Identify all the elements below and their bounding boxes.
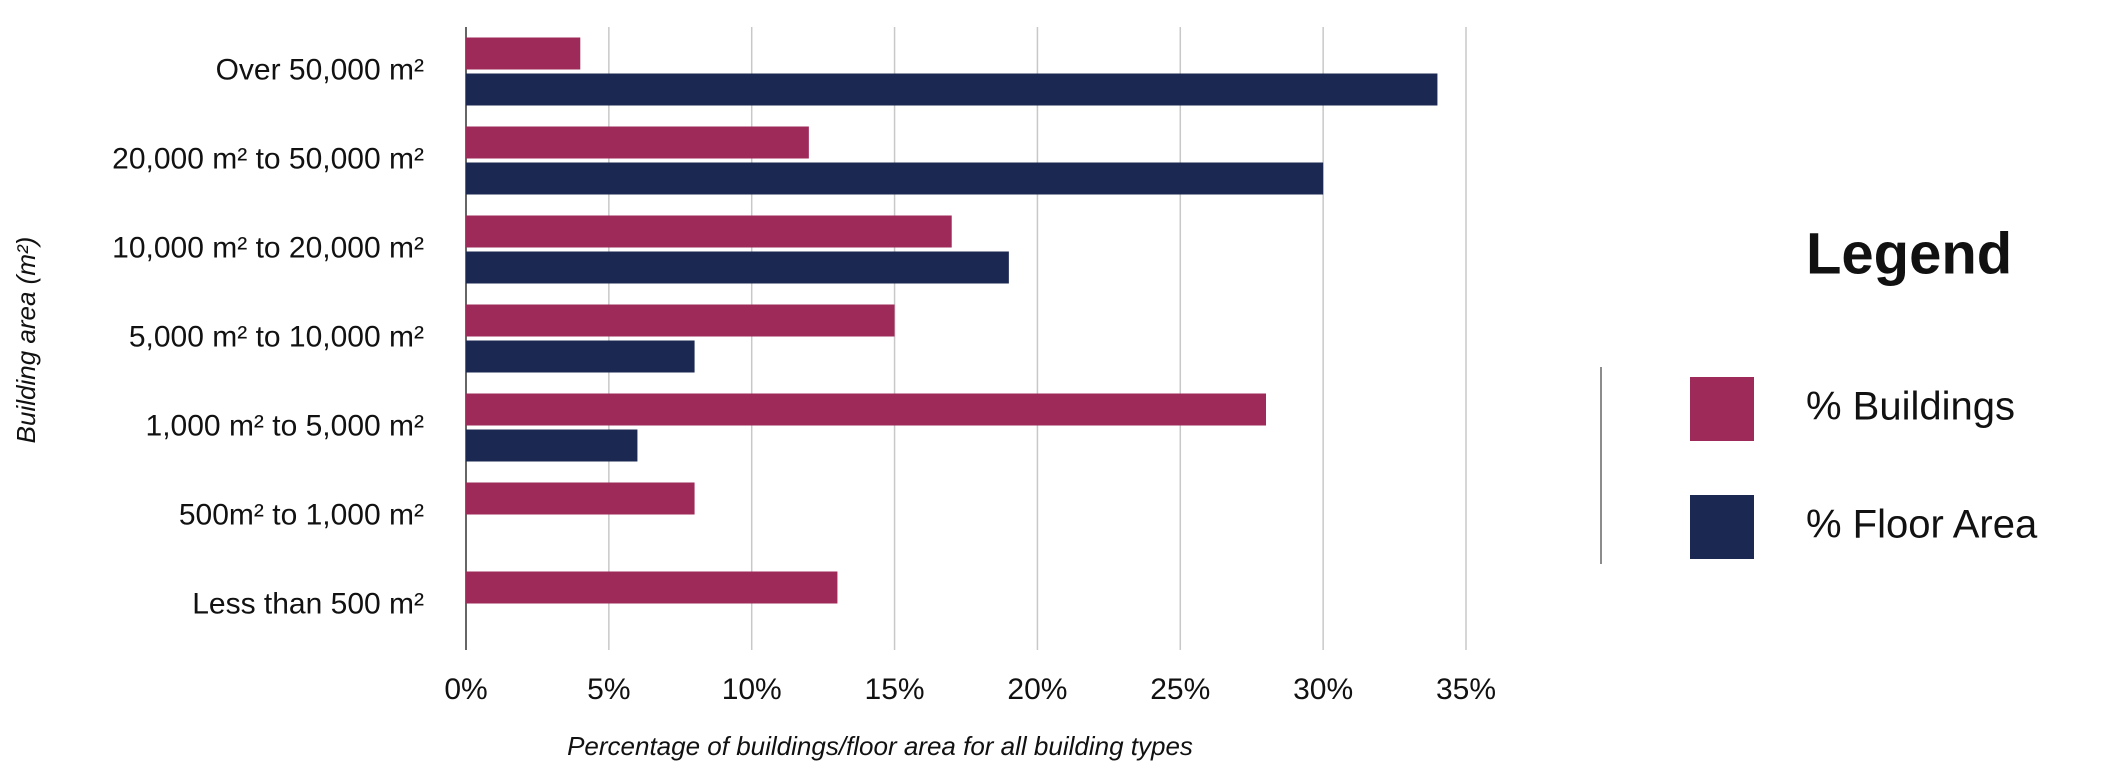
legend-swatch [1690,377,1754,441]
x-tick-label: 15% [865,673,925,706]
bar [466,162,1324,195]
legend-title: Legend [1806,221,2012,286]
x-tick-label: 20% [1007,673,1067,706]
bar [466,393,1266,426]
y-tick-label: 500m² to 1,000 m² [179,498,424,531]
y-tick-label: 20,000 m² to 50,000 m² [112,142,424,175]
x-tick-label: 30% [1293,673,1353,706]
bar [466,73,1438,106]
y-axis-label: Building area (m²) [11,237,41,444]
x-tick-label: 35% [1436,673,1496,706]
x-tick-label: 10% [722,673,782,706]
bar [466,429,638,462]
y-tick-label: Less than 500 m² [192,587,424,620]
x-tick-label: 25% [1150,673,1210,706]
bar [466,482,695,515]
y-tick-label: Over 50,000 m² [216,53,424,86]
x-tick-label: 0% [444,673,487,706]
y-tick-label: 1,000 m² to 5,000 m² [146,409,424,442]
bar [466,340,695,373]
bar [466,571,838,604]
y-tick-label: 5,000 m² to 10,000 m² [129,320,424,353]
y-tick-label: 10,000 m² to 20,000 m² [112,231,424,264]
bar [466,37,581,70]
bar [466,215,952,248]
legend-label: % Buildings [1806,385,2015,429]
bar [466,304,895,337]
legend-swatch [1690,495,1754,559]
x-axis-label: Percentage of buildings/floor area for a… [567,731,1193,761]
bar [466,126,809,159]
bar [466,251,1009,284]
legend-label: % Floor Area [1806,503,2038,547]
x-tick-label: 5% [587,673,630,706]
